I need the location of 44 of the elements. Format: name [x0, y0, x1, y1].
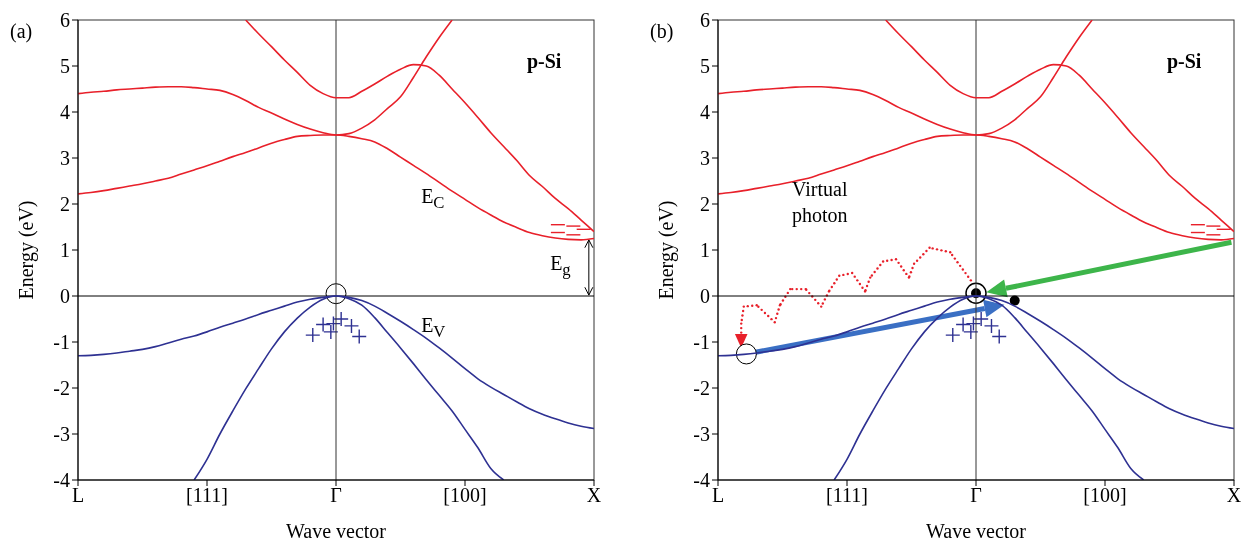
x-tick-label: X — [1226, 484, 1242, 507]
annotation: E$_{g}$ — [550, 251, 571, 281]
x-tick-label: X — [586, 484, 602, 507]
y-tick-label: -1 — [693, 331, 710, 354]
y-tick-label: 3 — [700, 147, 710, 170]
x-tick-label: [100] — [443, 484, 487, 507]
y-tick-label: 3 — [60, 147, 70, 170]
x-tick-label: [100] — [1083, 484, 1127, 507]
y-tick-label: -3 — [53, 423, 70, 446]
y-tick-label: -2 — [693, 377, 710, 400]
y-tick-label: 1 — [700, 239, 710, 262]
y-tick-label: -2 — [53, 377, 70, 400]
y-tick-label: 5 — [60, 55, 70, 78]
x-tick-label: Γ — [970, 484, 982, 507]
y-tick-label: 6 — [60, 9, 70, 32]
annotation: E$_{V}$ — [421, 313, 446, 343]
y-tick-label: 4 — [60, 101, 70, 124]
x-axis-title: Wave vector — [286, 520, 387, 542]
x-tick-label: Γ — [330, 484, 342, 507]
annotation: E$_{C}$ — [421, 184, 445, 214]
y-tick-label: 6 — [700, 9, 710, 32]
y-tick-label: 0 — [60, 285, 70, 308]
y-tick-label: -1 — [53, 331, 70, 354]
y-tick-label: 5 — [700, 55, 710, 78]
y-tick-label: -3 — [693, 423, 710, 446]
y-tick-label: 0 — [700, 285, 710, 308]
x-tick-label: L — [71, 484, 85, 507]
y-tick-label: 1 — [60, 239, 70, 262]
y-axis-title: Energy (eV) — [655, 200, 679, 300]
x-tick-label: [111] — [186, 484, 228, 507]
x-axis-title: Wave vector — [926, 520, 1027, 542]
annotation: Virtual photon — [790, 177, 849, 229]
y-tick-label: 2 — [60, 193, 70, 216]
x-tick-label: [111] — [826, 484, 868, 507]
x-tick-label: L — [711, 484, 725, 507]
y-axis-title: Energy (eV) — [15, 200, 39, 300]
text: (b) — [650, 19, 674, 44]
text: (a) — [10, 19, 33, 44]
y-tick-label: -4 — [53, 469, 70, 492]
annotation: p-Si — [526, 48, 562, 74]
y-tick-label: 2 — [700, 193, 710, 216]
annotation: p-Si — [1166, 48, 1202, 74]
y-tick-label: -4 — [693, 469, 710, 492]
y-tick-label: 4 — [700, 101, 710, 124]
